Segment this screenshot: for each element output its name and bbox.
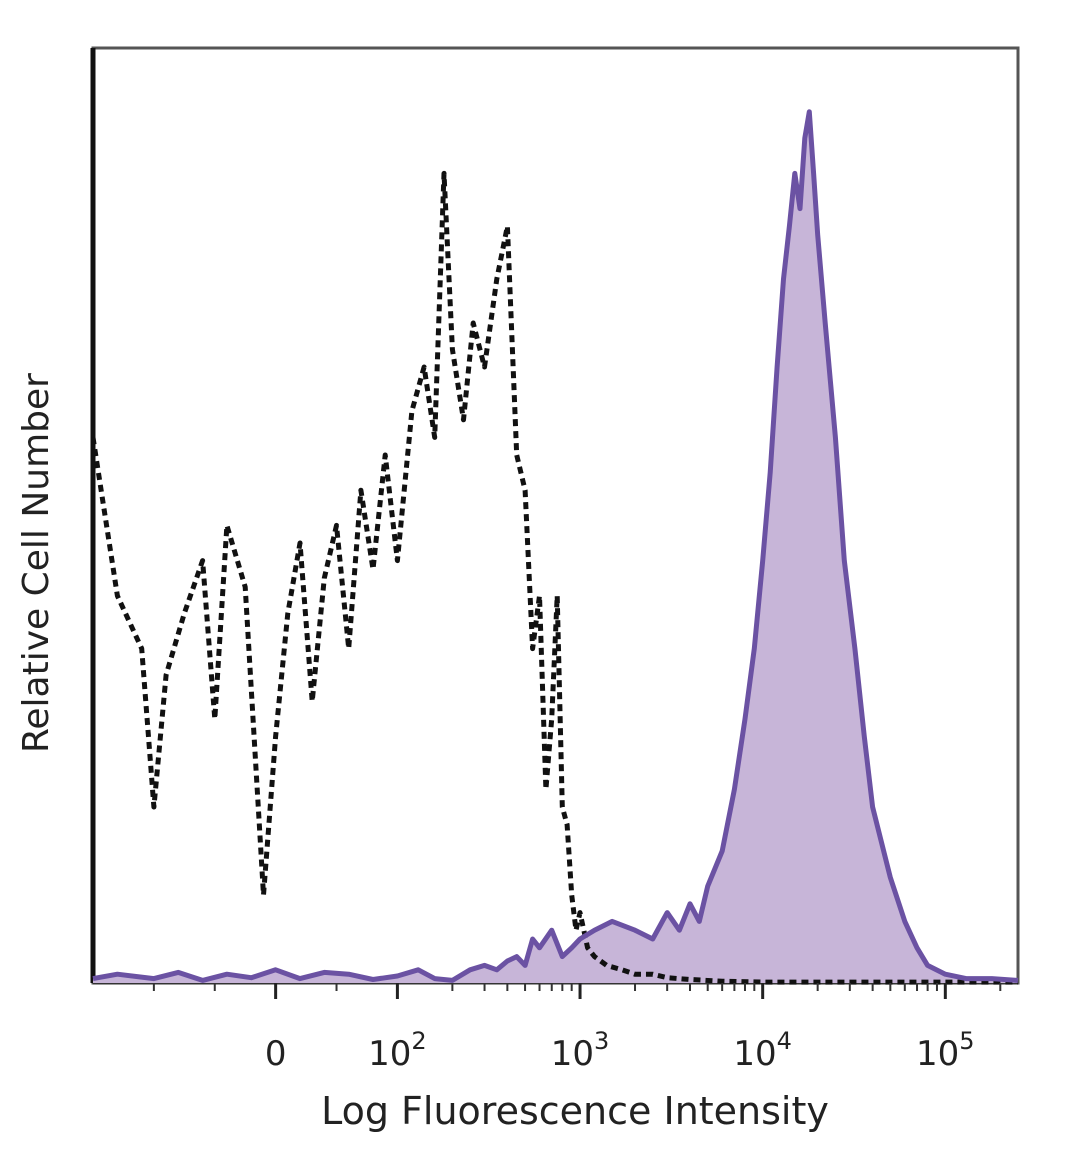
x-axis-ticks: 0 102 103 104 105 xyxy=(152,983,1002,1074)
series-layer xyxy=(90,109,1019,985)
series-1-line xyxy=(92,109,1019,983)
x-tick-label: 104 xyxy=(733,1027,792,1074)
series-1-fill xyxy=(93,111,1018,984)
x-axis-label: Log Fluorescence Intensity xyxy=(321,1089,829,1133)
y-axis-label: Relative Cell Number xyxy=(16,373,57,753)
x-tick-label: 103 xyxy=(551,1027,610,1074)
x-tick-label: 102 xyxy=(368,1027,427,1074)
x-tick-label: 0 xyxy=(265,1034,287,1074)
x-tick-label: 105 xyxy=(916,1027,975,1074)
series-0-line xyxy=(90,170,1018,985)
